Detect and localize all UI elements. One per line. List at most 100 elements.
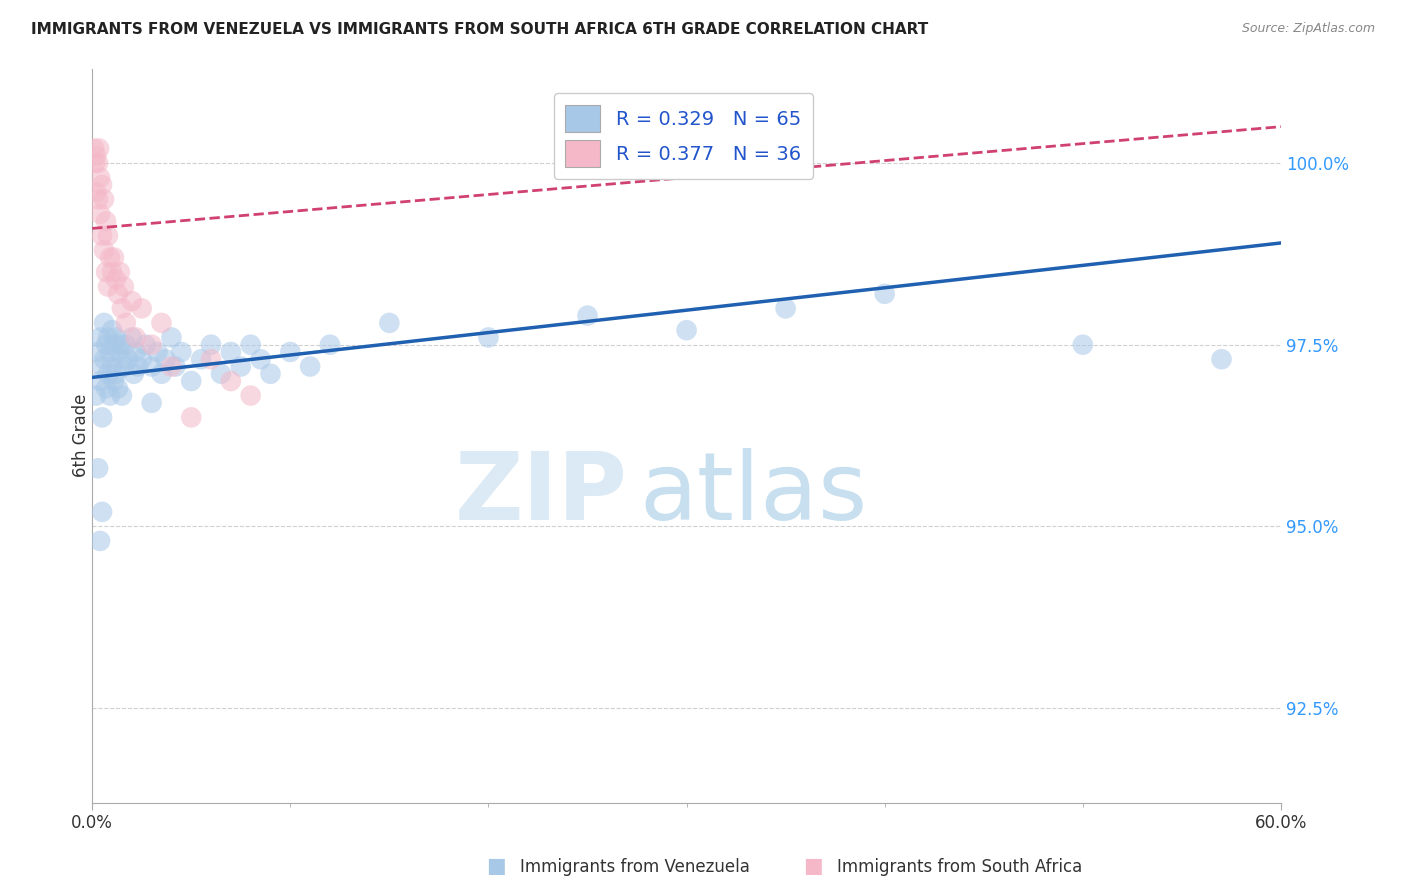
- Point: [125, 330, 148, 344]
- Point: [97, 228, 120, 243]
- Point: [775, 301, 797, 316]
- Point: [150, 316, 173, 330]
- Legend: R = 0.329   N = 65, R = 0.377   N = 36: R = 0.329 N = 65, R = 0.377 N = 36: [554, 93, 813, 179]
- Point: [121, 294, 143, 309]
- Point: [131, 301, 153, 316]
- Point: [107, 286, 129, 301]
- Point: [104, 272, 127, 286]
- Point: [115, 337, 138, 351]
- Point: [93, 352, 115, 367]
- Text: ■: ■: [803, 856, 823, 876]
- Point: [200, 352, 222, 367]
- Point: [91, 178, 114, 192]
- Point: [141, 337, 163, 351]
- Point: [131, 352, 153, 367]
- Text: IMMIGRANTS FROM VENEZUELA VS IMMIGRANTS FROM SOUTH AFRICA 6TH GRADE CORRELATION : IMMIGRANTS FROM VENEZUELA VS IMMIGRANTS …: [31, 22, 928, 37]
- Point: [101, 359, 124, 374]
- Point: [249, 352, 271, 367]
- Point: [103, 337, 125, 351]
- Text: Source: ZipAtlas.com: Source: ZipAtlas.com: [1241, 22, 1375, 36]
- Point: [160, 359, 183, 374]
- Point: [219, 374, 242, 388]
- Point: [141, 396, 163, 410]
- Point: [115, 316, 138, 330]
- Point: [146, 345, 169, 359]
- Point: [97, 367, 120, 381]
- Point: [675, 323, 697, 337]
- Point: [84, 388, 107, 402]
- Point: [299, 359, 322, 374]
- Point: [111, 301, 134, 316]
- Text: ZIP: ZIP: [454, 449, 627, 541]
- Point: [93, 316, 115, 330]
- Point: [219, 345, 242, 359]
- Point: [84, 185, 107, 199]
- Point: [259, 367, 281, 381]
- Point: [103, 251, 125, 265]
- Point: [89, 330, 111, 344]
- Point: [103, 374, 125, 388]
- Point: [89, 207, 111, 221]
- Point: [112, 279, 135, 293]
- Point: [89, 533, 111, 548]
- Point: [84, 149, 107, 163]
- Point: [89, 374, 111, 388]
- Point: [121, 330, 143, 344]
- Point: [87, 461, 110, 475]
- Point: [239, 388, 262, 402]
- Point: [1211, 352, 1233, 367]
- Point: [190, 352, 212, 367]
- Point: [160, 330, 183, 344]
- Point: [200, 337, 222, 351]
- Text: Immigrants from Venezuela: Immigrants from Venezuela: [520, 858, 749, 876]
- Point: [91, 505, 114, 519]
- Point: [1071, 337, 1094, 351]
- Point: [91, 228, 114, 243]
- Point: [94, 337, 117, 351]
- Point: [94, 265, 117, 279]
- Point: [319, 337, 342, 351]
- Point: [108, 337, 131, 351]
- Point: [94, 214, 117, 228]
- Point: [150, 367, 173, 381]
- Text: Immigrants from South Africa: Immigrants from South Africa: [837, 858, 1081, 876]
- Point: [111, 352, 134, 367]
- Point: [104, 330, 127, 344]
- Point: [84, 156, 107, 170]
- Point: [83, 141, 105, 155]
- Point: [97, 279, 120, 293]
- Point: [155, 352, 177, 367]
- Point: [111, 388, 134, 402]
- Point: [873, 286, 896, 301]
- Point: [104, 367, 127, 381]
- Point: [278, 345, 301, 359]
- Point: [98, 251, 121, 265]
- Point: [180, 410, 202, 425]
- Point: [94, 381, 117, 395]
- Point: [101, 265, 124, 279]
- Point: [87, 141, 110, 155]
- Text: ■: ■: [486, 856, 506, 876]
- Point: [135, 337, 157, 351]
- Point: [87, 192, 110, 206]
- Point: [180, 374, 202, 388]
- Point: [87, 156, 110, 170]
- Point: [107, 381, 129, 395]
- Point: [125, 345, 148, 359]
- Point: [89, 170, 111, 185]
- Point: [165, 359, 187, 374]
- Point: [112, 359, 135, 374]
- Point: [229, 359, 252, 374]
- Point: [127, 359, 149, 374]
- Point: [91, 359, 114, 374]
- Point: [107, 345, 129, 359]
- Point: [93, 244, 115, 258]
- Point: [101, 323, 124, 337]
- Point: [93, 192, 115, 206]
- Point: [117, 352, 139, 367]
- Y-axis label: 6th Grade: 6th Grade: [72, 394, 90, 477]
- Point: [576, 309, 599, 323]
- Point: [122, 367, 145, 381]
- Point: [108, 265, 131, 279]
- Point: [209, 367, 232, 381]
